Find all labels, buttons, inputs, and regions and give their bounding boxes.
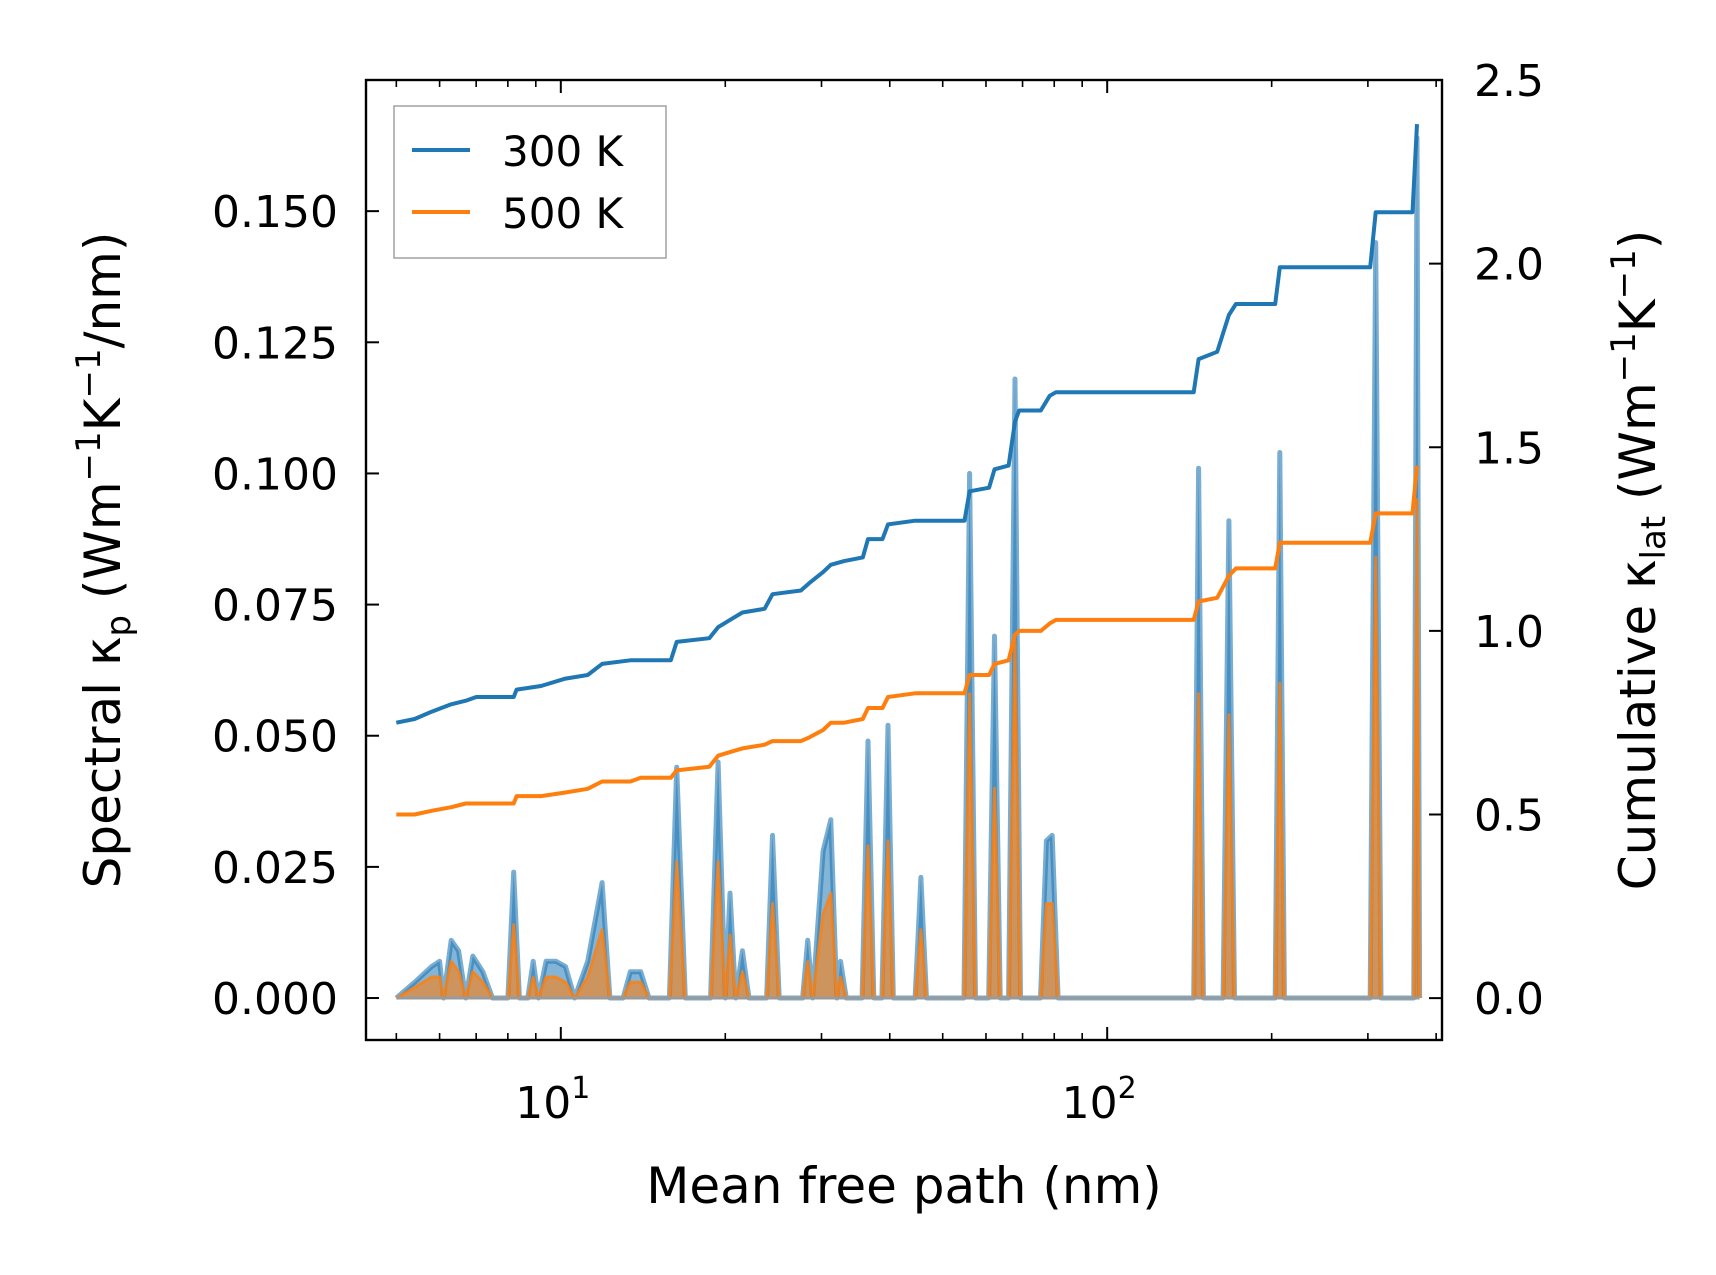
y-left-label-exp-1: −1 bbox=[69, 431, 109, 481]
y-left-label-units-3: /nm) bbox=[74, 232, 132, 349]
legend-label-300k: 300 K bbox=[502, 127, 625, 176]
cumulative-line-500k bbox=[396, 465, 1419, 817]
y-left-tick-label: 0.050 bbox=[212, 712, 338, 763]
legend-frame bbox=[393, 105, 667, 259]
y-right-tick-label: 1.5 bbox=[1474, 423, 1544, 474]
y-left-tick-label: 0.125 bbox=[212, 318, 338, 369]
y-right-axis-label: Cumulative κlat (Wm−1K−1) bbox=[1604, 230, 1674, 890]
x-tick-label: 102 bbox=[1062, 1071, 1137, 1129]
spectral-layer bbox=[394, 135, 1423, 1001]
y-right-tick-label: 0.0 bbox=[1474, 974, 1544, 1025]
y-right-label-units-3: ) bbox=[1609, 230, 1667, 250]
y-left-tick-label: 0.025 bbox=[212, 843, 338, 894]
y-right-tick-label: 2.5 bbox=[1474, 56, 1544, 107]
y-left-tick-label: 0.100 bbox=[212, 449, 338, 500]
y-left-tick-label: 0.000 bbox=[212, 974, 338, 1025]
y-left-label-main: Spectral κ bbox=[74, 637, 132, 889]
y-right-tick-label: 0.5 bbox=[1474, 791, 1544, 842]
y-left-label-units-2: K bbox=[74, 397, 132, 431]
y-right-label-exp-1: −1 bbox=[1604, 332, 1644, 382]
y-right-label-exp-2: −1 bbox=[1604, 249, 1644, 299]
legend: 300 K 500 K bbox=[393, 105, 667, 259]
y-right-label-units-2: K bbox=[1609, 298, 1667, 332]
plot-frame bbox=[364, 78, 1444, 1042]
legend-label-500k: 500 K bbox=[502, 189, 625, 238]
y-left-tick-label: 0.150 bbox=[212, 187, 338, 238]
y-left-tick-label: 0.075 bbox=[212, 581, 338, 632]
y-right-label-main: Cumulative κ bbox=[1609, 559, 1667, 890]
ticks-layer: 0.000 0.025 0.050 0.075 0.100 0.125 0.150 0.0 0.… bbox=[212, 56, 1544, 1129]
x-tick-label: 101 bbox=[515, 1071, 590, 1129]
cumulative-layer bbox=[395, 123, 1419, 817]
cumulative-line-300k bbox=[395, 123, 1419, 725]
y-right-label-sub: lat bbox=[1634, 516, 1674, 560]
y-left-label-exp-2: −1 bbox=[69, 348, 109, 398]
y-left-label-sub: p bbox=[99, 615, 139, 637]
y-left-label-units-1: (Wm bbox=[74, 481, 132, 615]
y-right-tick-label: 2.0 bbox=[1474, 240, 1544, 291]
y-left-axis-label: Spectral κp (Wm−1K−1/nm) bbox=[69, 232, 139, 889]
x-axis-label: Mean free path (nm) bbox=[646, 1157, 1162, 1215]
y-right-label-units-1: (Wm bbox=[1609, 382, 1667, 516]
y-right-tick-label: 1.0 bbox=[1474, 607, 1544, 658]
